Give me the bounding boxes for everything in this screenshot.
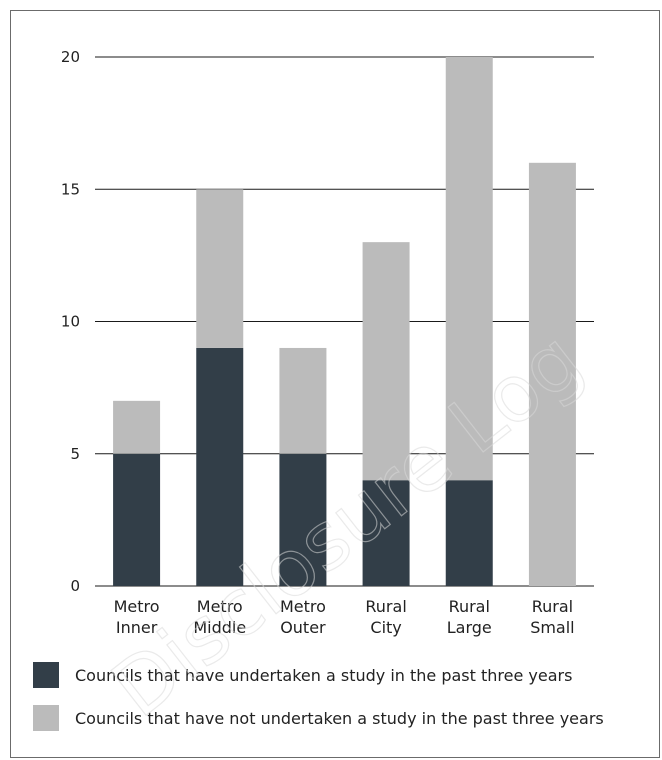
x-category-label: Small [530,618,574,637]
x-axis-categories: Metro Inner Metro Middle Metro Outer Rural City… [114,597,575,637]
y-tick-label: 20 [61,48,80,66]
y-tick-label: 5 [70,445,80,463]
y-tick-label: 10 [61,313,80,331]
bar-segment [196,189,244,348]
y-tick-label: 0 [70,577,80,595]
legend-label: Councils that have not undertaken a stud… [75,709,604,728]
x-category-label: Outer [280,618,326,637]
x-category-label: Rural [365,597,406,616]
legend-swatch [33,662,59,688]
x-category-label: Metro [197,597,243,616]
y-axis-ticks: 0 5 10 15 20 [61,48,80,595]
legend-swatch [33,705,59,731]
bar-segment [528,162,576,587]
x-category-label: Inner [116,618,158,637]
bar-segment [113,453,161,586]
x-category-label: Middle [193,618,246,637]
bar-segment [362,242,410,481]
gridlines [95,56,594,587]
bar-segment [196,347,244,586]
x-category-label: Metro [114,597,160,616]
bar-segment [279,453,327,586]
legend: Councils that have undertaken a study in… [33,662,604,731]
x-category-label: Rural [449,597,490,616]
y-tick-label: 15 [61,180,80,198]
x-category-label: Rural [532,597,573,616]
bar-segment [445,480,493,586]
bar-segment [279,347,327,454]
legend-label: Councils that have undertaken a study in… [75,666,572,685]
bar-segment [445,57,493,481]
bar-segment [362,480,410,586]
bars [113,57,576,587]
bar-segment [113,400,161,454]
x-category-label: City [370,618,401,637]
x-category-label: Metro [280,597,326,616]
x-category-label: Large [447,618,492,637]
